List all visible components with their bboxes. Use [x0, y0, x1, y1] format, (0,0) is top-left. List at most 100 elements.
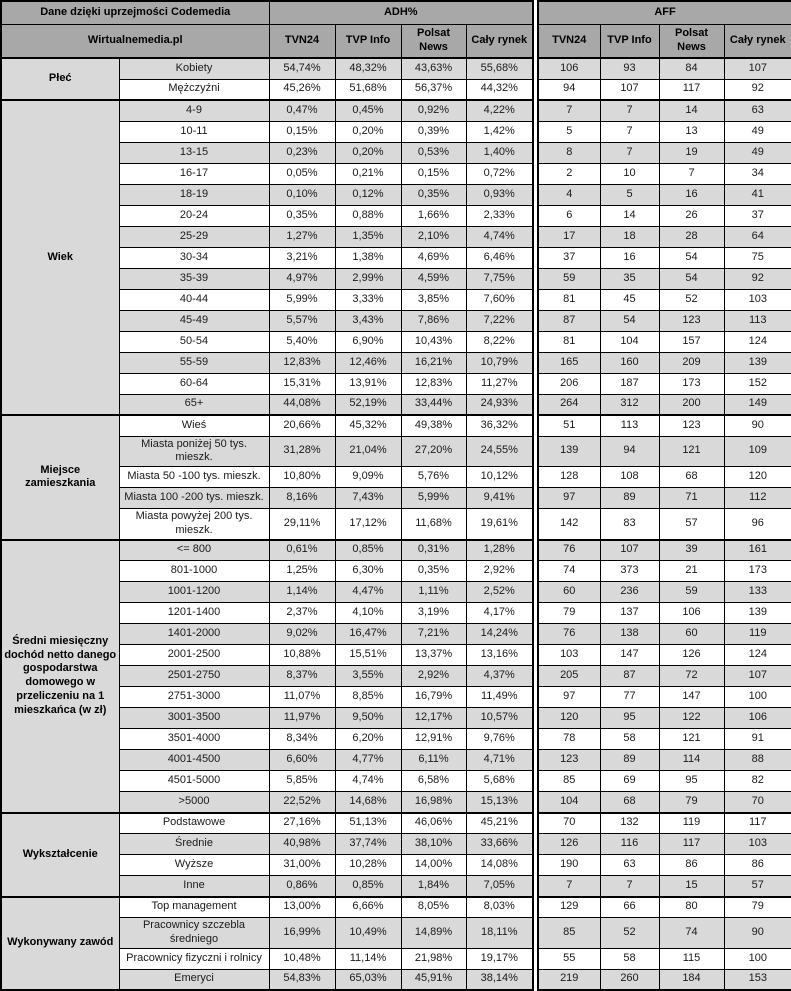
column-gap: [533, 707, 538, 729]
adh-value: 14,68%: [334, 791, 402, 813]
column-gap: [533, 436, 538, 467]
aff-value: 88: [723, 749, 791, 771]
aff-value: 82: [723, 770, 791, 792]
aff-value: 28: [658, 225, 725, 248]
aff-value: 90: [723, 917, 791, 949]
row-label: Miasta powyżej 200 tys. mieszk.: [118, 508, 270, 540]
aff-value: 165: [537, 351, 601, 374]
adh-value: 3,21%: [268, 246, 336, 269]
column-gap: [533, 896, 538, 918]
adh-value: 0,86%: [268, 875, 336, 897]
aff-value: 81: [537, 288, 601, 311]
adh-col-caly-rynek: Cały rynek: [465, 23, 534, 59]
aff-value: 86: [658, 854, 725, 876]
adh-value: 0,53%: [400, 141, 467, 164]
aff-value: 187: [599, 372, 660, 395]
aff-value: 87: [537, 309, 601, 332]
aff-value: 106: [723, 707, 791, 729]
aff-value: 51: [537, 414, 601, 437]
adh-value: 0,61%: [268, 538, 336, 561]
column-gap: [533, 373, 538, 394]
column-gap: [533, 1, 538, 24]
adh-value: 7,86%: [400, 309, 467, 332]
aff-value: 6: [537, 204, 601, 227]
adh-value: 7,05%: [465, 875, 534, 897]
adh-value: 2,92%: [465, 560, 534, 582]
aff-value: 123: [537, 749, 601, 771]
adh-value: 11,97%: [268, 707, 336, 729]
adh-value: 49,38%: [400, 414, 467, 437]
adh-value: 33,44%: [400, 393, 467, 416]
aff-value: 39: [658, 538, 725, 561]
aff-value: 147: [658, 686, 725, 708]
aff-value: 92: [723, 78, 791, 101]
adh-value: 1,27%: [268, 225, 336, 248]
row-label: Wyższe: [118, 854, 270, 876]
aff-value: 74: [537, 560, 601, 582]
adh-value: 0,93%: [465, 183, 534, 206]
aff-value: 79: [658, 791, 725, 813]
adh-value: 18,11%: [465, 917, 534, 949]
table-header: Dane dzięki uprzejmości Codemedia ADH% A…: [0, 0, 791, 59]
adh-value: 4,74%: [334, 770, 402, 792]
adh-value: 12,91%: [400, 728, 467, 750]
aff-value: 7: [537, 99, 601, 122]
row-label: 30-34: [118, 246, 270, 269]
aff-value: 2: [537, 162, 601, 185]
adh-value: 31,00%: [268, 854, 336, 876]
adh-value: 4,69%: [400, 246, 467, 269]
aff-value: 14: [658, 99, 725, 122]
table-row: Płeć Kobiety 54,74% 48,32% 43,63% 55,68% 106 93…: [0, 57, 791, 101]
row-label: 801-1000: [118, 560, 270, 582]
adh-value: 1,84%: [400, 875, 467, 897]
adh-value: 4,97%: [268, 267, 336, 290]
adh-value: 8,03%: [465, 895, 534, 918]
row-label: 4-9: [118, 99, 270, 122]
aff-value: 103: [723, 833, 791, 855]
table-row: Mężczyźni 45,26% 51,68% 56,37% 44,32% 94 107 11…: [1, 78, 791, 101]
aff-value: 59: [658, 581, 725, 603]
aff-value: 107: [599, 78, 660, 101]
adh-value: 6,11%: [400, 749, 467, 771]
aff-value: 120: [537, 707, 601, 729]
adh-value: 2,10%: [400, 225, 467, 248]
adh-col-tvp-info: TVP Info: [334, 23, 402, 59]
aff-value: 78: [537, 728, 601, 750]
adh-value: 4,37%: [465, 665, 534, 687]
aff-value: 68: [658, 466, 725, 488]
adh-value: 10,79%: [465, 351, 534, 374]
aff-value: 87: [599, 665, 660, 687]
adh-value: 10,57%: [465, 707, 534, 729]
adh-value: 0,47%: [268, 99, 336, 122]
aff-value: 57: [658, 508, 725, 540]
aff-col-tvn24: TVN24: [537, 23, 601, 59]
table-row: Miasta 100 -200 tys. mieszk. 8,16% 7,43% 5,…: [1, 487, 791, 509]
aff-value: 55: [537, 947, 601, 970]
aff-value: 190: [537, 854, 601, 876]
aff-value: 119: [723, 623, 791, 645]
aff-value: 126: [658, 644, 725, 666]
adh-value: 10,49%: [334, 917, 402, 949]
aff-value: 91: [723, 728, 791, 750]
aff-value: 49: [723, 120, 791, 143]
row-label: 1401-2000: [118, 623, 270, 645]
aff-value: 147: [599, 644, 660, 666]
adh-value: 1,38%: [334, 246, 402, 269]
adh-value: 2,92%: [400, 665, 467, 687]
category-cell: Miejsce zamieszkania: [0, 414, 120, 540]
aff-value: 4: [537, 183, 601, 206]
aff-value: 107: [723, 57, 791, 80]
row-label: Miasta 50 -100 tys. mieszk.: [118, 466, 270, 488]
row-label: Miasta 100 -200 tys. mieszk.: [118, 487, 270, 509]
row-label: 2751-3000: [118, 686, 270, 708]
table-row: Miasta poniżej 50 tys. mieszk. 31,28% 21,0…: [1, 435, 791, 467]
adh-value: 3,43%: [334, 309, 402, 332]
column-gap: [533, 466, 538, 488]
aff-value: 79: [537, 602, 601, 624]
adh-value: 10,80%: [268, 466, 336, 488]
aff-value: 37: [723, 204, 791, 227]
aff-value: 103: [537, 644, 601, 666]
aff-value: 45: [599, 288, 660, 311]
row-label: 2501-2750: [118, 665, 270, 687]
aff-value: 116: [599, 833, 660, 855]
